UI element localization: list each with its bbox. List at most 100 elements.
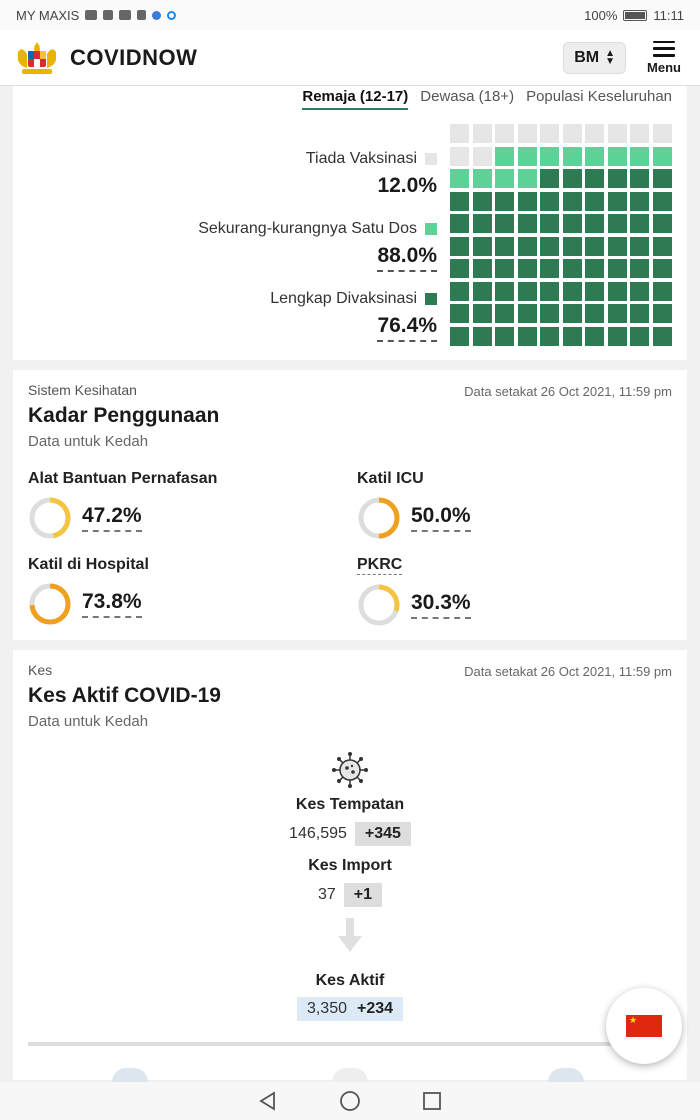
waffle-cell <box>607 281 627 301</box>
peek-icon-right[interactable] <box>548 1068 584 1082</box>
usage-icu: Katil ICU 50.0% <box>357 470 471 540</box>
vaccination-waffle-grid <box>450 124 672 346</box>
import-cases-delta: +1 <box>343 883 383 907</box>
waffle-cell <box>472 146 492 166</box>
menu-button[interactable]: Menu <box>642 40 686 75</box>
waffle-cell <box>495 259 514 278</box>
usage-value[interactable]: 47.2% <box>82 504 142 532</box>
usage-label: Katil ICU <box>357 470 424 487</box>
usage-value[interactable]: 30.3% <box>411 591 471 619</box>
waffle-cell <box>517 146 537 166</box>
donut-icon <box>358 497 400 539</box>
waffle-cell <box>585 236 604 256</box>
legend-swatch <box>425 293 437 305</box>
peek-icon-left[interactable] <box>112 1068 148 1082</box>
waffle-cell <box>540 281 559 301</box>
active-cases-label: Kes Aktif <box>315 972 385 989</box>
waffle-cell <box>540 326 559 346</box>
waffle-cell <box>517 214 537 233</box>
waffle-cell <box>652 146 672 166</box>
tab-populasi[interactable]: Populasi Keseluruhan <box>526 88 672 105</box>
section-title: Kadar Penggunaan <box>28 404 220 427</box>
usage-value[interactable]: 50.0% <box>411 504 471 532</box>
waffle-cell <box>517 304 537 323</box>
waffle-cell <box>472 281 492 301</box>
app-notification-icon <box>152 10 162 20</box>
waffle-cell <box>450 124 469 143</box>
waffle-cell <box>540 236 559 256</box>
peek-icon-center[interactable] <box>332 1068 368 1082</box>
usage-hospital: Katil di Hospital 73.8% <box>28 556 149 626</box>
waffle-cell <box>562 169 582 188</box>
battery-percent: 100% <box>584 7 618 23</box>
waffle-cell <box>495 169 514 188</box>
usage-label: Alat Bantuan Pernafasan <box>28 470 218 487</box>
carrier-name: MY MAXIS <box>16 7 80 23</box>
waffle-cell <box>585 124 604 143</box>
waffle-cell <box>517 259 537 278</box>
app-brand: COVIDNOW <box>70 44 198 70</box>
waffle-cell <box>652 281 672 301</box>
waffle-cell <box>540 124 559 143</box>
tab-remaja[interactable]: Remaja (12-17) <box>302 88 409 110</box>
waffle-cell <box>540 259 559 278</box>
waffle-cell <box>562 259 582 278</box>
legend-value[interactable]: 88.0% <box>377 244 437 272</box>
tab-dewasa[interactable]: Dewasa (18+) <box>420 88 515 105</box>
waffle-cell <box>472 236 492 256</box>
language-select[interactable]: BM ▲ ▼ <box>563 41 626 74</box>
waffle-cell <box>517 326 537 346</box>
waffle-cell <box>540 191 559 211</box>
waffle-cell <box>630 146 649 166</box>
donut-icon <box>358 584 400 626</box>
data-date: Data setakat 26 Oct 2021, 11:59 pm <box>464 384 672 399</box>
active-cases-delta: +234 <box>357 1000 394 1017</box>
waffle-cell <box>630 304 649 323</box>
waffle-cell <box>607 169 627 188</box>
waffle-cell <box>540 304 559 323</box>
waffle-cell <box>540 146 559 166</box>
waffle-cell <box>495 236 514 256</box>
usage-label[interactable]: PKRC <box>357 556 403 575</box>
legend-swatch <box>425 223 437 235</box>
waffle-cell <box>517 124 537 143</box>
waffle-cell <box>472 326 492 346</box>
waffle-cell <box>652 214 672 233</box>
waffle-cell <box>607 304 627 323</box>
virus-icon-wrap <box>13 750 687 795</box>
waffle-cell <box>562 304 582 323</box>
waffle-cell <box>517 191 537 211</box>
waffle-cell <box>517 169 537 188</box>
legend-label: Tiada Vaksinasi <box>305 150 417 167</box>
status-bar: MY MAXIS 100% 11:11 <box>0 0 700 30</box>
floating-flag-button[interactable] <box>606 988 682 1064</box>
system-nav-bar <box>0 1082 700 1120</box>
vaccination-tabs: Remaja (12-17) Dewasa (18+) Populasi Kes… <box>302 88 672 110</box>
legend-value[interactable]: 76.4% <box>377 314 437 342</box>
waffle-cell <box>450 214 469 233</box>
waffle-cell <box>585 304 604 323</box>
waffle-cell <box>630 214 649 233</box>
waffle-cell <box>607 191 627 211</box>
back-icon[interactable] <box>257 1090 279 1112</box>
waffle-cell <box>540 214 559 233</box>
legend-label: Lengkap Divaksinasi <box>270 290 417 307</box>
waffle-cell <box>630 191 649 211</box>
legend-one-dose: Sekurang-kurangnya Satu Dos 88.0% <box>198 220 437 272</box>
legend-no-vaccination: Tiada Vaksinasi 12.0% <box>306 150 437 202</box>
recents-icon[interactable] <box>421 1090 443 1112</box>
waffle-cell <box>652 326 672 346</box>
import-cases-value: 37 <box>317 886 336 903</box>
waffle-cell <box>562 146 582 166</box>
china-flag-icon <box>626 1015 662 1037</box>
usage-value[interactable]: 73.8% <box>82 590 142 618</box>
usage-label: Katil di Hospital <box>28 556 149 573</box>
malaysia-coat-of-arms-logo[interactable] <box>14 40 60 76</box>
waffle-cell <box>450 259 469 278</box>
waffle-cell <box>630 281 649 301</box>
section-subtitle: Data untuk Kedah <box>28 433 149 450</box>
usage-ventilator: Alat Bantuan Pernafasan 47.2% <box>28 470 217 540</box>
home-icon[interactable] <box>339 1090 361 1112</box>
active-cases-value: 3,350 <box>306 1000 347 1017</box>
flow-connector-line <box>28 1042 648 1046</box>
